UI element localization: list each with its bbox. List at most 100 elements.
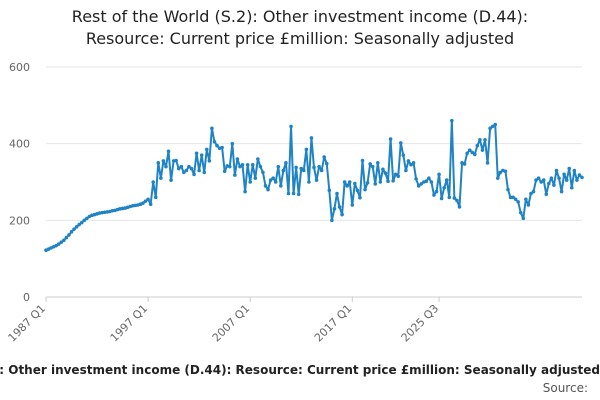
data-point bbox=[488, 126, 492, 131]
y-tick-label-200: 200 bbox=[9, 214, 30, 227]
data-point bbox=[480, 148, 485, 152]
data-point bbox=[79, 220, 84, 225]
data-point bbox=[67, 233, 71, 237]
data-point bbox=[370, 164, 375, 169]
data-point bbox=[268, 178, 273, 182]
chart-title-line1: Rest of the World (S.2): Other investmen… bbox=[71, 7, 529, 26]
data-point bbox=[554, 168, 559, 173]
data-point bbox=[151, 180, 155, 184]
data-point bbox=[455, 198, 459, 203]
data-point bbox=[156, 161, 161, 165]
data-point bbox=[240, 162, 245, 167]
data-point bbox=[174, 158, 178, 163]
data-point bbox=[69, 230, 74, 234]
data-point bbox=[475, 143, 480, 148]
data-point bbox=[404, 168, 408, 173]
data-point bbox=[526, 203, 531, 207]
data-point bbox=[169, 178, 173, 182]
data-point bbox=[153, 195, 158, 200]
data-point bbox=[82, 218, 87, 223]
data-point bbox=[335, 191, 339, 196]
data-point bbox=[452, 196, 457, 200]
data-point bbox=[355, 188, 360, 193]
data-point bbox=[416, 184, 421, 188]
data-point bbox=[74, 225, 79, 229]
data-point bbox=[429, 180, 434, 184]
data-point bbox=[511, 195, 515, 200]
data-point bbox=[381, 167, 385, 172]
data-point bbox=[317, 164, 321, 169]
data-point bbox=[360, 158, 365, 163]
data-point bbox=[462, 162, 467, 166]
data-point bbox=[235, 157, 240, 161]
axes: 0 200 400 600 1987 Q1 1997 Q1 2007 Q1 2017 Q1 20… bbox=[6, 61, 442, 344]
data-point bbox=[227, 164, 232, 169]
x-tick-label: 2025 Q3 bbox=[399, 302, 442, 345]
data-point bbox=[273, 180, 278, 184]
data-point bbox=[547, 181, 551, 186]
data-point bbox=[539, 180, 543, 184]
data-point bbox=[286, 191, 291, 196]
data-point bbox=[490, 124, 495, 129]
grid-lines bbox=[46, 66, 582, 298]
data-point bbox=[393, 172, 398, 177]
data-point bbox=[179, 164, 184, 169]
data-point bbox=[406, 159, 411, 163]
data-point bbox=[541, 178, 546, 182]
data-point bbox=[314, 178, 319, 182]
data-point bbox=[261, 170, 265, 175]
data-point bbox=[62, 238, 66, 243]
data-point bbox=[266, 187, 270, 192]
data-point bbox=[332, 207, 337, 211]
data-point bbox=[319, 168, 324, 173]
data-point bbox=[450, 118, 454, 123]
data-point bbox=[215, 143, 219, 148]
data-point bbox=[437, 172, 441, 177]
data-point bbox=[294, 165, 298, 170]
data-point bbox=[350, 203, 355, 207]
footer-series-title: Rest of the World (S.2): Other investmen… bbox=[0, 363, 600, 377]
data-point bbox=[534, 178, 538, 182]
data-point bbox=[396, 174, 401, 179]
data-point bbox=[192, 172, 196, 177]
data-point bbox=[427, 176, 431, 180]
data-point bbox=[85, 216, 89, 221]
data-point bbox=[401, 153, 406, 157]
x-tick-label: 1987 Q1 bbox=[6, 302, 49, 345]
data-point bbox=[322, 155, 327, 159]
y-tick-label-600: 600 bbox=[9, 61, 30, 74]
data-point bbox=[59, 240, 64, 244]
data-point bbox=[536, 176, 541, 180]
data-point bbox=[220, 145, 224, 150]
data-point bbox=[189, 166, 194, 171]
data-point bbox=[230, 141, 235, 146]
data-point bbox=[330, 218, 334, 223]
data-point bbox=[483, 138, 487, 142]
data-point bbox=[363, 187, 367, 192]
data-point bbox=[493, 122, 498, 127]
data-point bbox=[457, 205, 462, 209]
data-point bbox=[442, 185, 446, 190]
data-point bbox=[473, 152, 477, 157]
y-tick-label-0: 0 bbox=[23, 291, 30, 304]
data-point bbox=[263, 184, 268, 188]
data-point bbox=[444, 178, 449, 182]
data-point bbox=[470, 150, 475, 155]
data-point bbox=[199, 153, 204, 157]
data-point bbox=[345, 184, 349, 188]
data-point bbox=[284, 161, 288, 165]
data-point bbox=[77, 222, 81, 227]
data-point bbox=[307, 180, 311, 184]
data-point bbox=[409, 162, 413, 167]
y-tick-label-400: 400 bbox=[9, 138, 30, 151]
data-point bbox=[197, 168, 201, 173]
data-point bbox=[557, 176, 561, 180]
data-point bbox=[340, 212, 344, 217]
data-point bbox=[342, 180, 347, 184]
data-point bbox=[513, 197, 518, 202]
data-point bbox=[353, 181, 357, 186]
data-point bbox=[447, 195, 452, 200]
data-point bbox=[233, 173, 237, 177]
series-layer bbox=[44, 118, 584, 253]
